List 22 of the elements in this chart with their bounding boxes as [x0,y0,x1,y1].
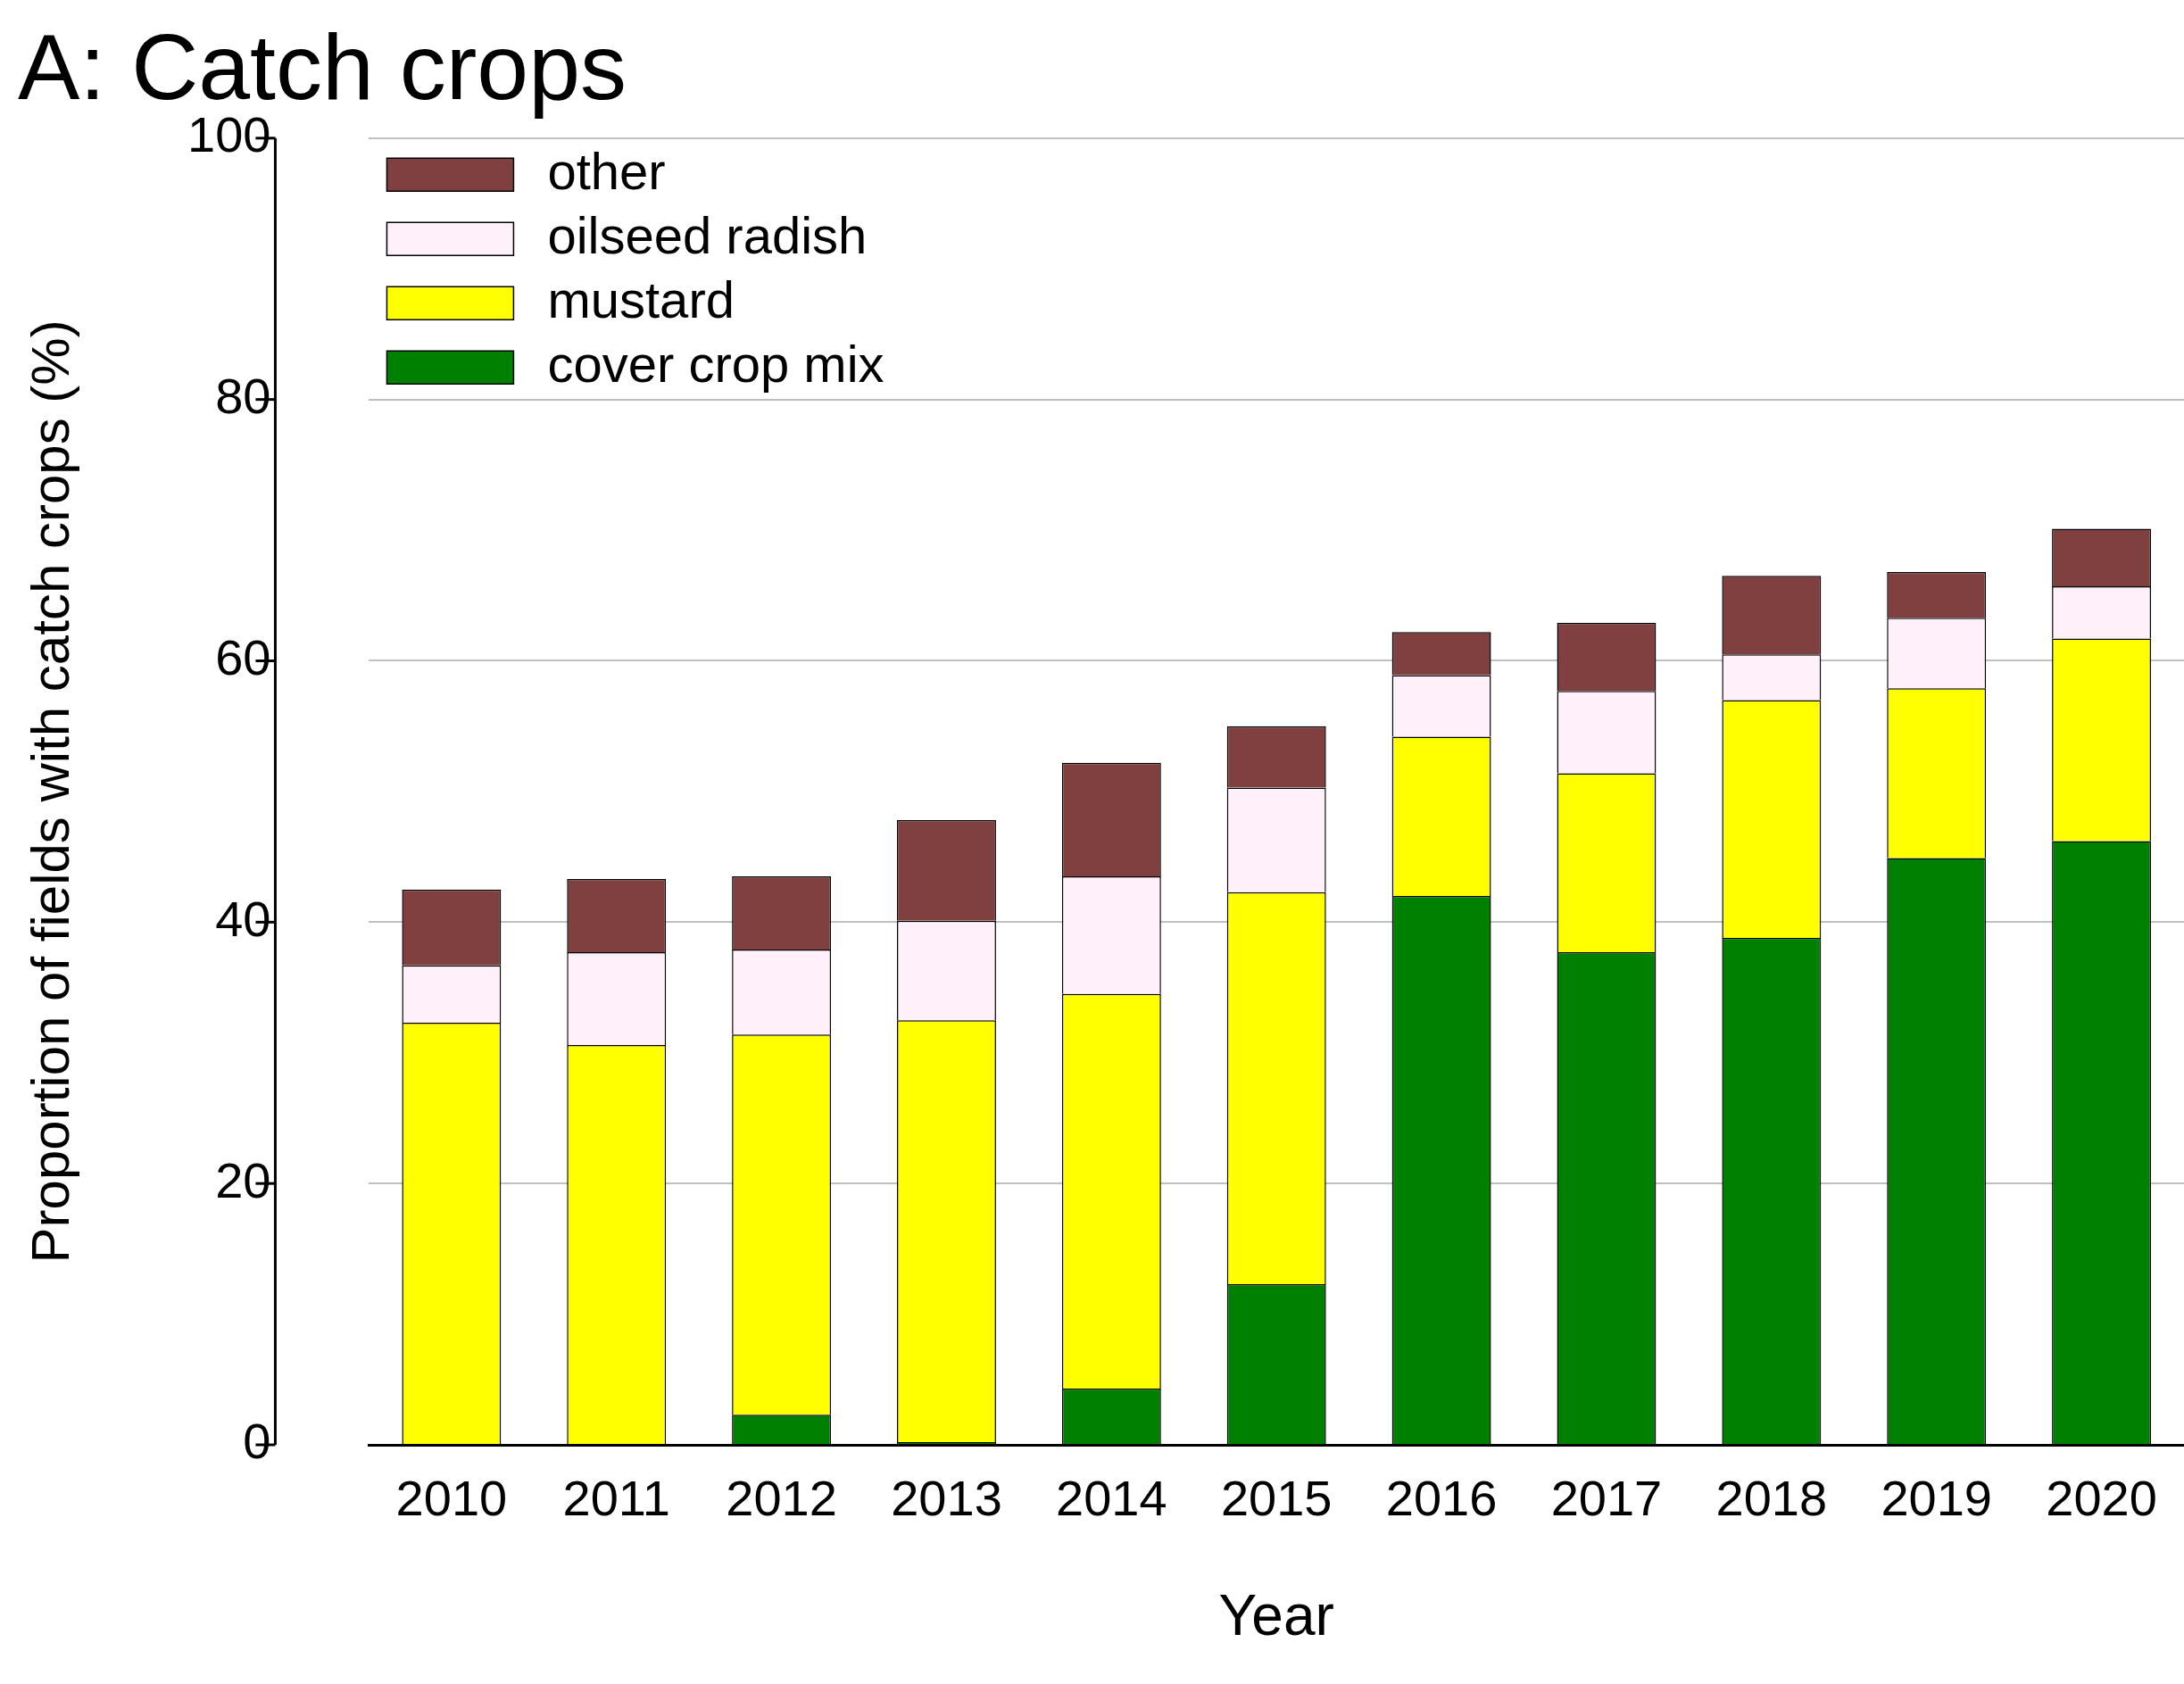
legend-label: oilseed radish [547,205,868,264]
legend-label: cover crop mix [547,334,884,393]
x-tick-label: 2013 [891,1470,1002,1527]
x-tick-label: 2018 [1715,1470,1828,1527]
y-tick-label: 20 [215,1151,271,1208]
legend-label: mustard [547,270,735,328]
x-axis-title: Year [1218,1583,1334,1648]
y-tick-label: 40 [215,890,271,947]
y-tick-label: 60 [215,628,271,685]
x-tick-label: 2016 [1385,1470,1498,1527]
x-tick-label: 2012 [726,1470,837,1527]
x-tick-label: 2017 [1550,1470,1663,1527]
x-tick-label: 2015 [1220,1470,1333,1527]
y-axis-title: Proportion of fields with catch crops (%) [20,319,80,1264]
x-tick-label: 2010 [395,1470,508,1527]
x-tick-label: 2011 [562,1470,670,1527]
legend-label: other [547,141,666,200]
y-tick-label: 0 [243,1413,271,1470]
x-tick-label: 2019 [1881,1470,1992,1527]
y-tick-label: 80 [215,368,271,425]
x-tick-label: 2020 [2046,1470,2157,1527]
x-tick-label: 2014 [1056,1470,1167,1527]
